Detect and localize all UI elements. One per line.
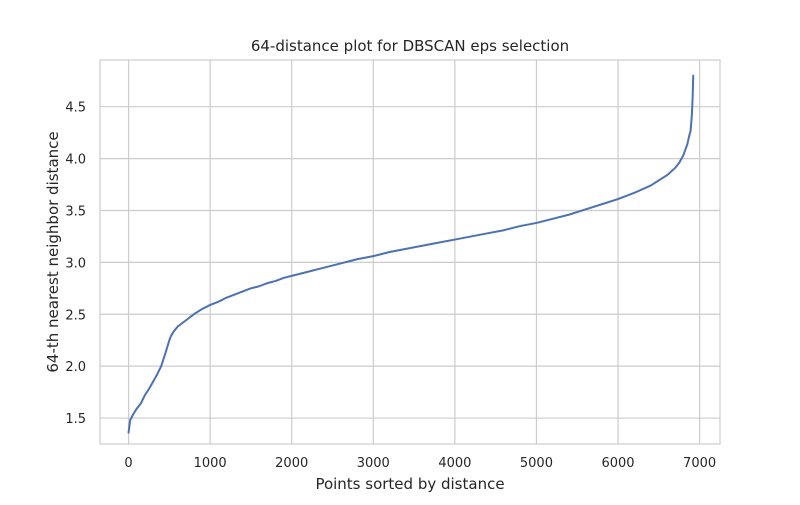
- y-tick-label: 2.5: [65, 308, 86, 323]
- series-line: [127, 74, 695, 434]
- y-tick-label: 2.0: [65, 360, 86, 375]
- chart-title: 64-distance plot for DBSCAN eps selectio…: [251, 37, 569, 55]
- x-tick-label: 5000: [520, 456, 553, 471]
- y-tick-label: 1.5: [65, 412, 86, 427]
- x-tick-label: 4000: [438, 456, 471, 471]
- y-tick-label: 4.5: [65, 101, 86, 116]
- y-tick-label: 3.5: [65, 204, 86, 219]
- x-tick-label: 7000: [683, 456, 716, 471]
- x-axis-title: Points sorted by distance: [315, 475, 504, 493]
- x-tick-label: 2000: [275, 456, 308, 471]
- x-tick-label: 1000: [194, 456, 227, 471]
- y-axis-title: 64-th nearest neighbor distance: [44, 131, 62, 372]
- x-tick-label: 6000: [601, 456, 634, 471]
- x-tick-label: 3000: [357, 456, 390, 471]
- x-tick-label: 0: [124, 456, 132, 471]
- plot-area-frame: [99, 59, 721, 445]
- y-tick-label: 4.0: [65, 153, 86, 168]
- y-tick-label: 3.0: [65, 256, 86, 271]
